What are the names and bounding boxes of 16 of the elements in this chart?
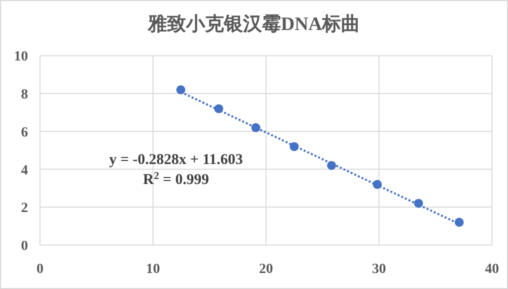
y-tick-label: 10 xyxy=(14,50,28,65)
x-tick-label: 40 xyxy=(485,262,499,277)
x-tick-label: 30 xyxy=(372,262,386,277)
point xyxy=(454,218,464,227)
annotation: y = -0.2828x + 11.603 xyxy=(109,152,243,168)
point xyxy=(176,85,186,94)
y-tick-label: 8 xyxy=(21,88,28,103)
y-tick-label: 6 xyxy=(21,125,28,140)
x-tick-label: 20 xyxy=(259,262,273,277)
y-tick-label: 2 xyxy=(21,201,28,216)
chart-title: 雅致小克银汉霉DNA标曲 xyxy=(146,13,360,35)
annotation: R$^{2}$ = 0.999 xyxy=(143,170,209,188)
x-tick-label: 0 xyxy=(36,262,44,277)
y-tick-label: 4 xyxy=(21,163,28,178)
y-tick-label: 0 xyxy=(21,239,28,254)
x-tick-label: 10 xyxy=(146,262,160,277)
